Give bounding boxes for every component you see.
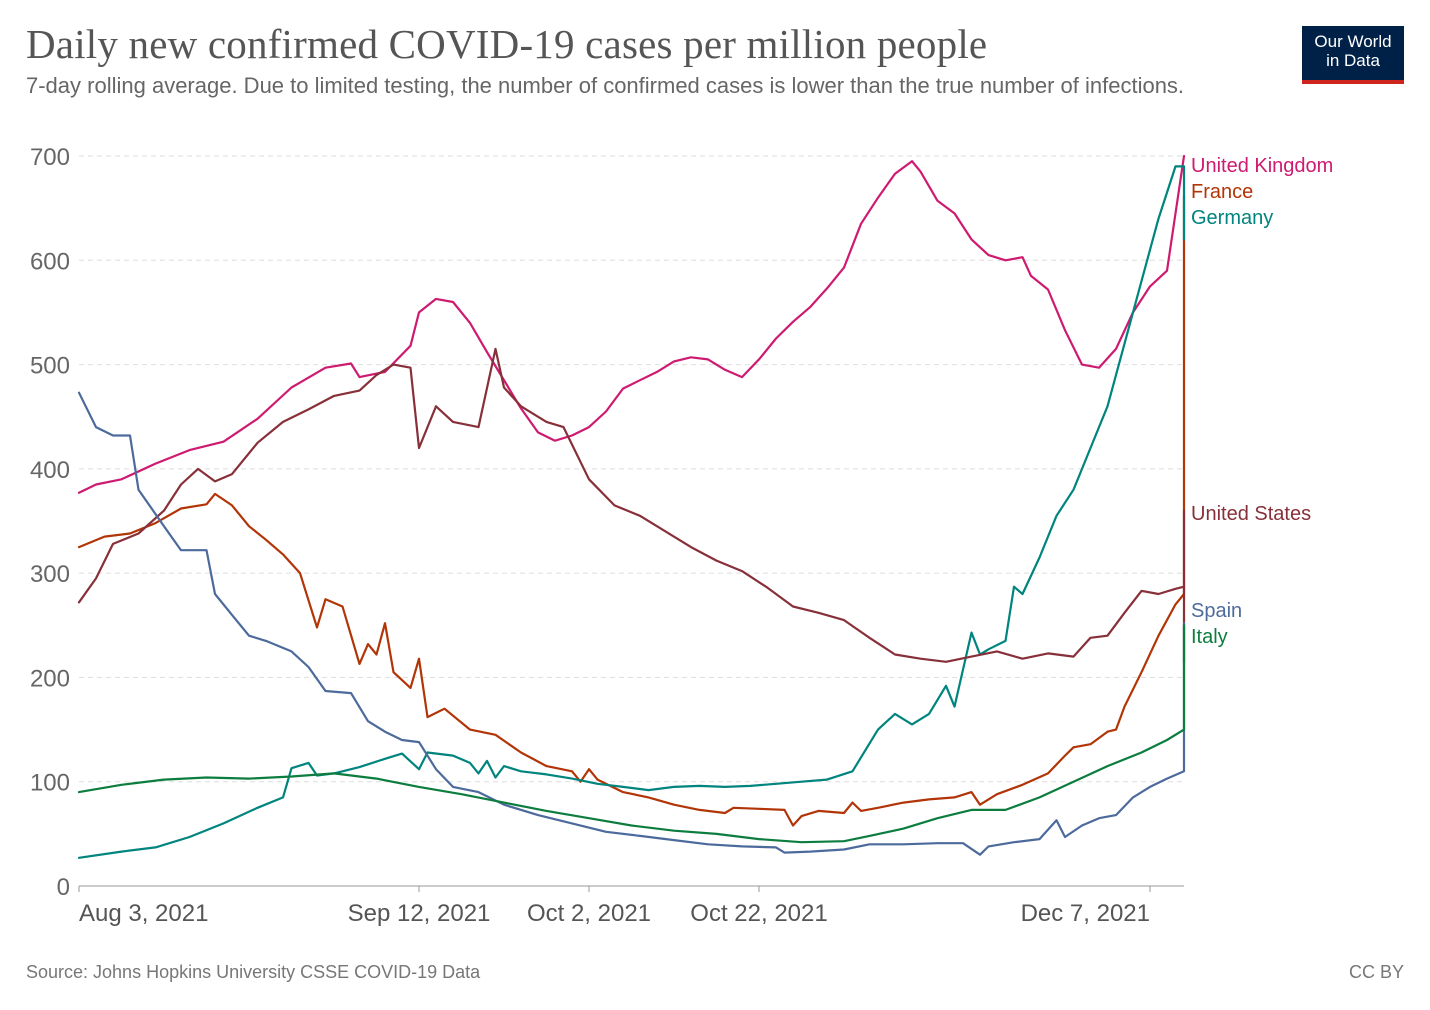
series-line-france — [77, 194, 1186, 827]
series-line-united-kingdom — [77, 154, 1186, 494]
series-line-spain — [77, 391, 1186, 856]
y-tick-label-400: 400 — [30, 457, 70, 484]
y-tick-label-300: 300 — [30, 561, 70, 588]
x-tick-label-1: Sep 12, 2021 — [348, 900, 491, 927]
x-tick-label-3: Oct 22, 2021 — [690, 900, 827, 927]
chart-subtitle: 7-day rolling average. Due to limited te… — [26, 73, 1185, 98]
series-layer — [77, 154, 1186, 859]
x-tick-label-2: Oct 2, 2021 — [527, 900, 651, 927]
y-tick-label-500: 500 — [30, 353, 70, 380]
legend-label-france: France — [1191, 181, 1253, 203]
y-tick-label-100: 100 — [30, 770, 70, 797]
legend-label-united-states: United States — [1191, 503, 1311, 525]
y-tick-label-600: 600 — [30, 248, 70, 275]
x-tick-label-4: Dec 7, 2021 — [1021, 900, 1150, 927]
legend-label-italy: Italy — [1191, 626, 1228, 648]
grid-layer — [79, 155, 1184, 783]
logo-line-2: in Data — [1326, 51, 1380, 70]
legend-label-spain: Spain — [1191, 600, 1242, 622]
legend-label-united-kingdom: United Kingdom — [1191, 155, 1333, 177]
series-line-united-states — [77, 347, 1186, 663]
logo-line-1: Our World — [1314, 32, 1392, 51]
x-tick-label-0: Aug 3, 2021 — [79, 900, 208, 927]
legend-labels: United Kingdom France Germany United States… — [1191, 155, 1333, 648]
license-link[interactable]: CC BY — [1348, 962, 1404, 982]
owid-logo[interactable]: Our World in Data — [1302, 26, 1404, 84]
source-note: Source: Johns Hopkins University CSSE CO… — [26, 962, 481, 982]
legend-label-germany: Germany — [1191, 207, 1273, 229]
y-tick-label-0: 0 — [57, 874, 70, 901]
y-tick-label-700: 700 — [30, 144, 70, 171]
series-line-italy — [77, 624, 1186, 844]
y-tick-label-200: 200 — [30, 665, 70, 692]
axis-layer: 0 100 200 300 400 500 600 700 Aug 3, 2021 Sep 12,… — [30, 144, 1184, 927]
chart-title: Daily new confirmed COVID-19 cases per m… — [26, 21, 988, 67]
